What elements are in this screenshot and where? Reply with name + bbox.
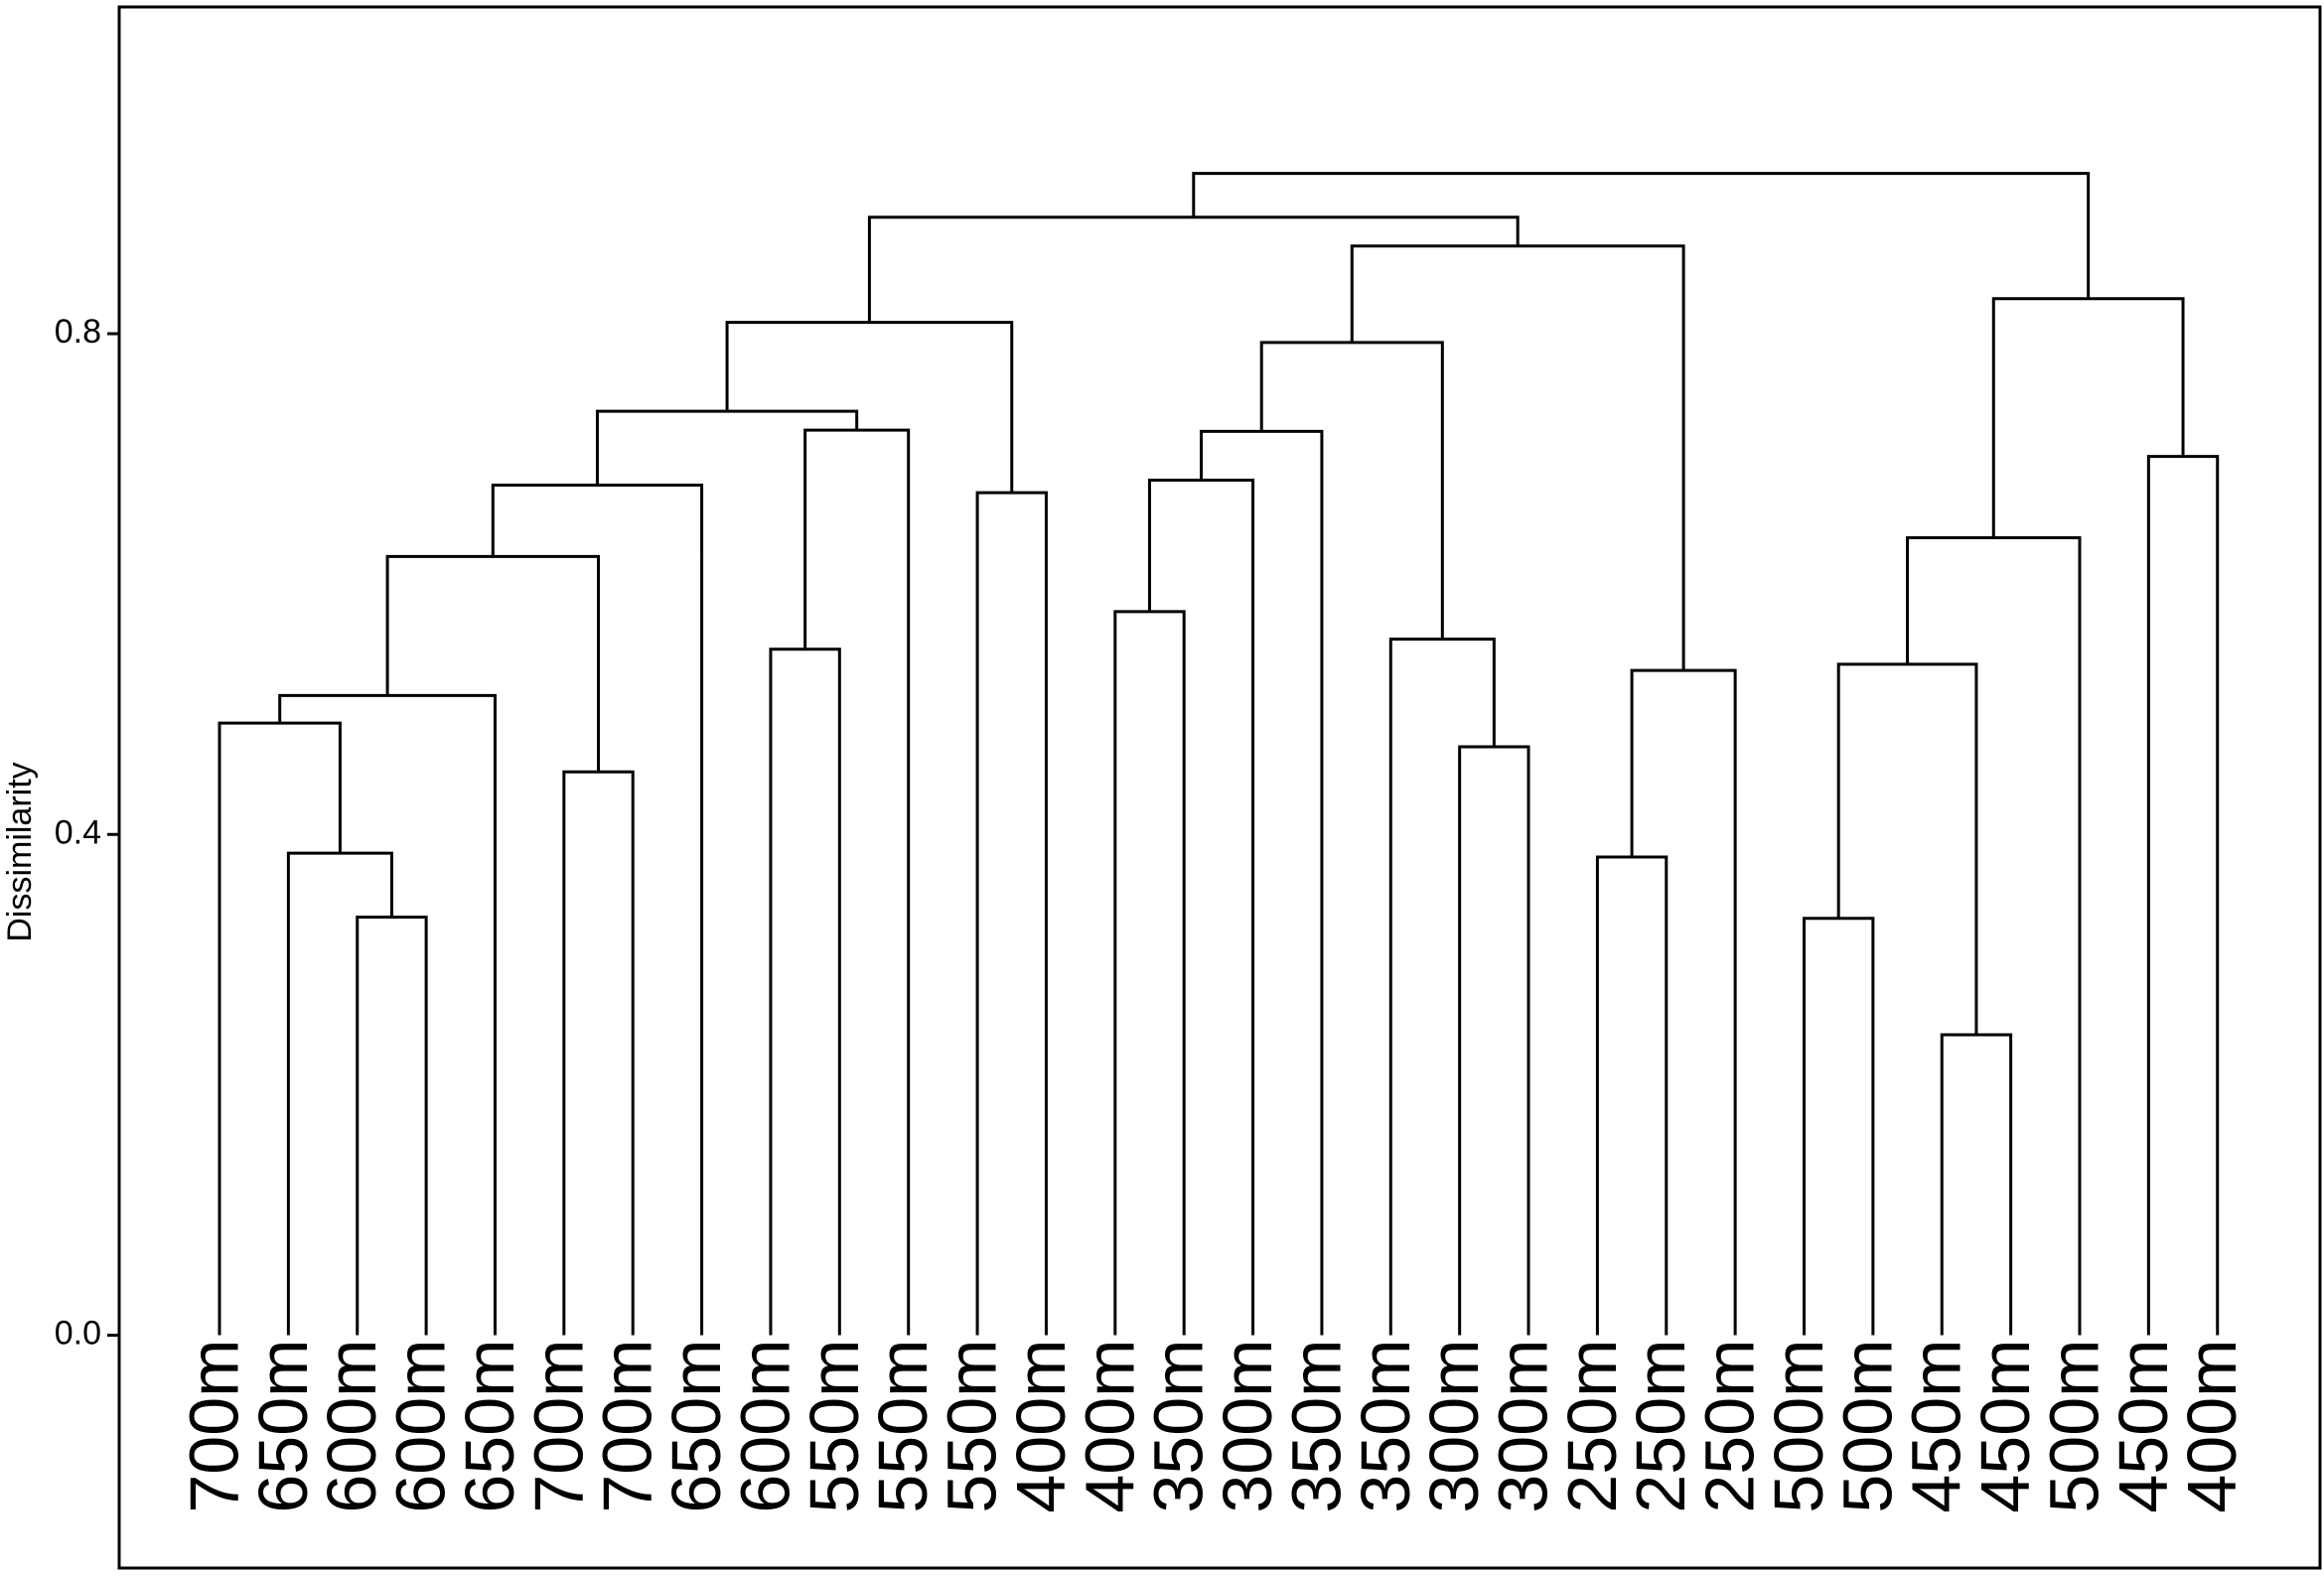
dendrogram-link	[1350, 244, 1685, 671]
leaf-label: 650m	[244, 1340, 322, 1513]
dendrogram-link	[218, 721, 342, 1336]
leaf-label: 250m	[1691, 1340, 1769, 1513]
leaf-label: 350m	[1277, 1340, 1355, 1513]
dendrogram-link	[1113, 610, 1186, 1336]
leaf-label: 550m	[934, 1340, 1011, 1513]
leaf-label: 700m	[589, 1340, 666, 1513]
leaf-label: 600m	[313, 1340, 390, 1513]
leaf-label: 400m	[1002, 1340, 1080, 1513]
leaf-label: 400m	[1071, 1340, 1148, 1513]
dendrogram-link	[867, 215, 1520, 323]
y-tick-label: 0.0	[55, 1315, 101, 1353]
leaf-label: 450m	[2105, 1340, 2182, 1513]
y-tick-label: 0.4	[55, 813, 101, 851]
dendrogram-link	[1259, 341, 1444, 640]
leaf-label: 550m	[864, 1340, 942, 1513]
dendrogram-link	[491, 484, 704, 1336]
leaf-label: 550m	[796, 1340, 873, 1513]
dendrogram-link	[2146, 455, 2220, 1336]
leaf-label: 650m	[451, 1340, 528, 1513]
dendrogram-link	[1906, 536, 2082, 1336]
leaf-label: 300m	[1209, 1340, 1286, 1513]
leaf-label: 500m	[1828, 1340, 1906, 1513]
dendrogram-link	[286, 851, 393, 1336]
dendrogram-link	[803, 428, 911, 1336]
dendrogram-link	[769, 647, 841, 1336]
y-axis-label: Dissimilarity	[1, 762, 39, 941]
dendrogram-link	[278, 693, 497, 1336]
dendrogram-link	[1458, 745, 1530, 1336]
dendrogram-link	[562, 770, 635, 1336]
dendrogram-link	[725, 321, 1014, 494]
dendrogram-link	[1630, 668, 1737, 1336]
plot-frame	[117, 5, 2322, 1570]
leaf-label: 700m	[519, 1340, 597, 1513]
dendrogram-link	[1192, 172, 2091, 299]
leaf-label: 450m	[1966, 1340, 2044, 1513]
leaf-label: 250m	[1622, 1340, 1699, 1513]
leaf-label: 300m	[1415, 1340, 1493, 1513]
dendrogram-link	[1200, 429, 1324, 1336]
dendrogram-link	[356, 915, 428, 1336]
y-tick-label: 0.8	[55, 313, 101, 351]
dendrogram-link	[1595, 855, 1669, 1336]
dendrogram-link	[595, 409, 859, 486]
leaf-label: 600m	[382, 1340, 460, 1513]
leaf-label: 600m	[726, 1340, 803, 1513]
dendrogram-link	[1803, 917, 1875, 1336]
leaf-label: 400m	[2173, 1340, 2251, 1513]
leaf-label: 350m	[1140, 1340, 1218, 1513]
dendrogram-link	[385, 554, 601, 773]
leaf-label: 450m	[1898, 1340, 1975, 1513]
dendrogram-link	[1991, 297, 2185, 538]
leaf-label: 500m	[2035, 1340, 2112, 1513]
dendrogram-link	[1388, 638, 1496, 1336]
leaf-label: 700m	[175, 1340, 252, 1513]
leaf-label: 500m	[1760, 1340, 1837, 1513]
leaf-label: 300m	[1485, 1340, 1562, 1513]
dendrogram-link	[975, 491, 1048, 1336]
dendrogram-link	[1147, 479, 1255, 1336]
leaf-label: 650m	[657, 1340, 735, 1513]
dendrogram-link	[1836, 662, 1978, 1035]
leaf-label: 250m	[1553, 1340, 1631, 1513]
dendrogram-link	[1940, 1033, 2013, 1336]
leaf-label: 350m	[1347, 1340, 1424, 1513]
